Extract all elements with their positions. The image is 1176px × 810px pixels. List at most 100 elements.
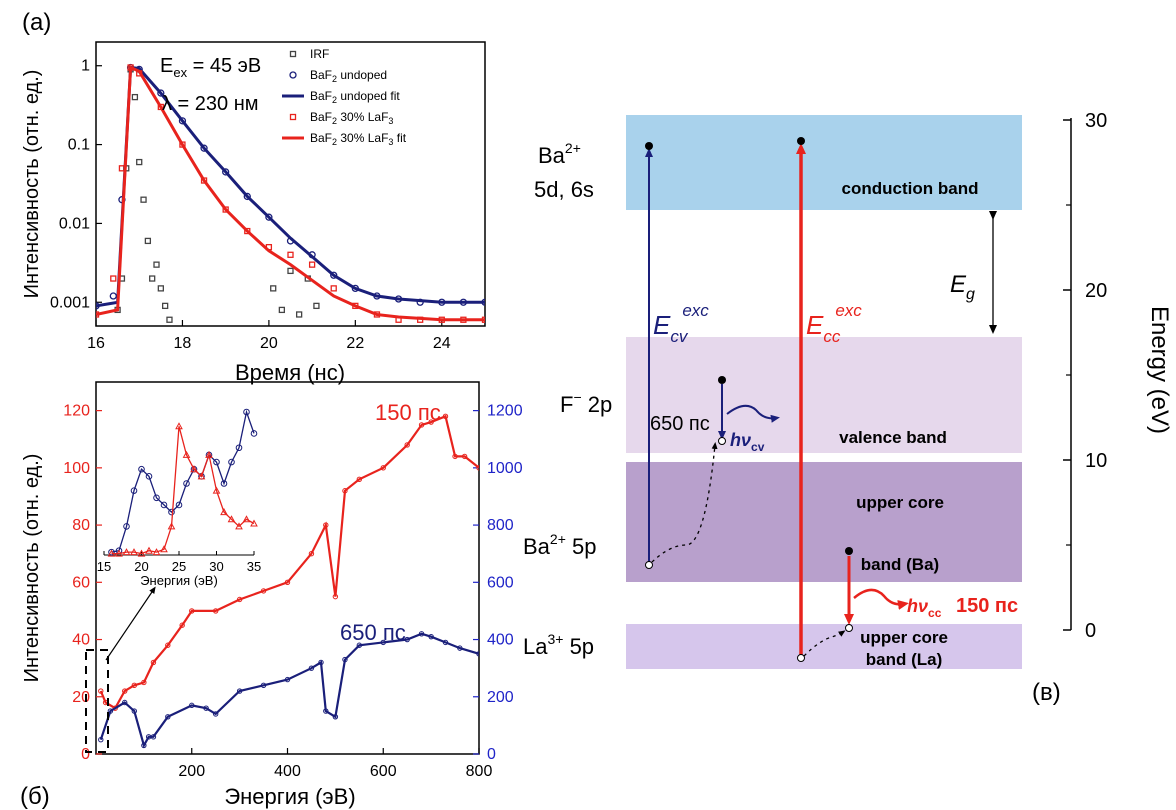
a-xtick-label: 24 bbox=[433, 335, 451, 352]
a-point bbox=[330, 285, 337, 292]
a-point bbox=[144, 237, 152, 245]
a-fit-line bbox=[96, 65, 485, 308]
b-point bbox=[323, 708, 329, 714]
a-xtick-label: 20 bbox=[260, 335, 278, 352]
a-xtick-label: 22 bbox=[346, 335, 364, 352]
a-point bbox=[313, 302, 320, 310]
b-point bbox=[260, 682, 267, 689]
a-point bbox=[157, 89, 165, 97]
cv-top-dot bbox=[718, 376, 726, 384]
b-point bbox=[332, 593, 339, 600]
core-band-la-label-2: band (La) bbox=[866, 650, 943, 669]
b-point bbox=[122, 688, 128, 694]
b-point bbox=[284, 579, 291, 586]
core-band-ba bbox=[626, 462, 1022, 582]
b-point bbox=[332, 714, 339, 720]
cv-bottom-hole bbox=[718, 437, 726, 445]
b-point bbox=[308, 665, 315, 671]
energy-axis-ticks: 0 10 20 30 bbox=[1063, 110, 1107, 642]
a-point bbox=[330, 271, 338, 279]
inset-point bbox=[160, 501, 168, 509]
inset-point bbox=[242, 515, 251, 523]
inset-point bbox=[122, 548, 131, 556]
b-point bbox=[308, 550, 315, 557]
b-ytick-right-label: 1200 bbox=[487, 403, 523, 420]
b-ytick-right-label: 400 bbox=[487, 632, 514, 649]
b-ytick-right-label: 600 bbox=[487, 574, 514, 591]
b-point bbox=[461, 453, 468, 460]
legend-swatch bbox=[289, 50, 297, 58]
a-point bbox=[200, 144, 208, 152]
b-point bbox=[342, 656, 348, 663]
inset-point bbox=[167, 522, 176, 530]
inset-point bbox=[145, 473, 153, 480]
inset-xtick-label: 30 bbox=[209, 559, 223, 574]
b-xtick-label: 200 bbox=[178, 763, 205, 780]
inset-series-line bbox=[111, 426, 255, 555]
inset-point bbox=[235, 444, 243, 452]
a-point bbox=[140, 196, 147, 203]
b-point bbox=[404, 636, 410, 643]
b-point bbox=[442, 413, 449, 420]
b-point bbox=[98, 736, 104, 743]
inset-point bbox=[227, 515, 236, 523]
inset-point bbox=[250, 430, 258, 437]
ba5p-hole-relaxation bbox=[651, 442, 718, 563]
ecv-top-dot bbox=[645, 142, 653, 150]
a-ytick-label: 0.01 bbox=[59, 215, 90, 232]
photon-wave-cc bbox=[853, 588, 909, 610]
a-fit-line bbox=[96, 65, 485, 322]
inset-point bbox=[137, 549, 146, 557]
b-ytick-left-label: 100 bbox=[63, 460, 90, 477]
panel-a-excitation-label: Eex = 45 эВ bbox=[160, 55, 261, 80]
a-point bbox=[157, 285, 164, 292]
panel-b-ylabel: Интенсивность (отн. ед.) bbox=[21, 454, 43, 683]
b-point bbox=[452, 453, 458, 460]
b-point bbox=[236, 596, 243, 603]
ecv-label: Ecvexc bbox=[653, 301, 709, 346]
core-band-la-label-1: upper core bbox=[860, 628, 948, 647]
energy-tick-label: 10 bbox=[1085, 450, 1107, 472]
a-point bbox=[136, 158, 143, 166]
b-ytick-right-label: 800 bbox=[487, 517, 514, 534]
inset-point bbox=[130, 548, 138, 556]
legend-label: BaF2 30% LaF3 fit bbox=[310, 131, 407, 147]
a-xtick-label: 18 bbox=[174, 335, 192, 352]
la5p-hole-relaxation bbox=[803, 630, 846, 657]
panel-a-ticks: 16 18 20 22 24 0.001 0.01 0.1 1 bbox=[50, 58, 451, 352]
a-point bbox=[278, 306, 286, 314]
valence-band bbox=[626, 337, 1022, 453]
inset-point bbox=[228, 458, 235, 466]
time-cv-label: 650 пс bbox=[650, 413, 710, 435]
b-point bbox=[442, 639, 449, 646]
inset-chart: 15 20 25 30 35 Энергия (эВ) bbox=[97, 408, 261, 588]
zoom-region-box bbox=[85, 649, 109, 753]
b-ytick-left-label: 40 bbox=[72, 632, 90, 649]
inset-xtick-label: 15 bbox=[97, 559, 111, 574]
a-point bbox=[243, 192, 251, 201]
b-point bbox=[165, 642, 171, 648]
b-point bbox=[318, 659, 324, 666]
inset-xtick-label: 35 bbox=[247, 559, 261, 574]
b-point bbox=[150, 734, 157, 740]
a-point bbox=[149, 275, 156, 282]
photon-wave-cv bbox=[726, 404, 780, 423]
a-ytick-label: 0.001 bbox=[50, 294, 90, 311]
a-point bbox=[222, 168, 230, 176]
inset-point bbox=[220, 508, 228, 516]
b-ytick-left-label: 80 bbox=[72, 517, 90, 534]
a-point bbox=[308, 261, 316, 268]
inset-point bbox=[182, 450, 191, 458]
ecc-label: Eccexc bbox=[806, 301, 862, 346]
b-xtick-label: 600 bbox=[370, 763, 397, 780]
inset-point bbox=[160, 545, 168, 553]
a-ytick-label: 0.1 bbox=[68, 137, 90, 154]
inset-point bbox=[205, 450, 213, 458]
b-point bbox=[203, 705, 209, 711]
a-point bbox=[265, 213, 273, 221]
ecc-bottom-hole bbox=[797, 654, 805, 662]
b-xtick-label: 800 bbox=[466, 763, 493, 780]
b-point bbox=[165, 714, 171, 720]
b-point bbox=[212, 711, 219, 717]
b-point bbox=[356, 642, 363, 648]
